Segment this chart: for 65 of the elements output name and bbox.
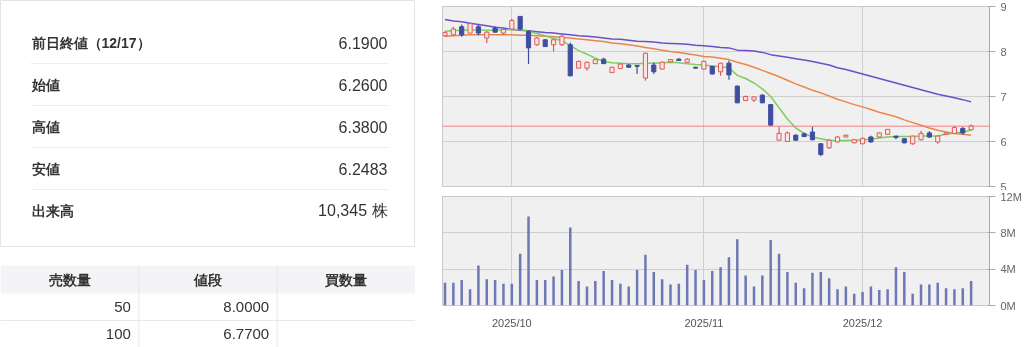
bar (694, 270, 697, 306)
text: 6.2483 (338, 160, 388, 178)
candlestick (634, 64, 640, 75)
x-tick-label: 2025/10 (491, 316, 532, 329)
bar (861, 291, 864, 306)
bar (786, 271, 789, 306)
text: 6.7700 (223, 325, 270, 342)
bar (527, 216, 530, 306)
bar (477, 265, 480, 306)
bar (953, 289, 956, 306)
text: 8.0000 (223, 298, 270, 315)
category-label: 売数量 (48, 272, 91, 288)
category-label: 値段 (193, 272, 223, 288)
bar (886, 289, 889, 306)
candlestick (726, 59, 732, 81)
category-label: 始値 (30, 76, 60, 93)
bar (928, 284, 931, 306)
y-tick-label: 4M (1000, 263, 1016, 276)
bar (577, 280, 580, 306)
bar (811, 272, 814, 306)
category-label: 買数量 (324, 272, 368, 288)
bar (878, 290, 881, 306)
bar (594, 280, 597, 306)
y-tick-label: 12M (1000, 190, 1022, 203)
bar (669, 284, 672, 306)
text: 50 (114, 298, 131, 315)
bar (761, 275, 764, 306)
bar (644, 254, 647, 306)
y-tick-label: 5 (1000, 180, 1007, 193)
bar (602, 270, 605, 306)
bar (769, 240, 772, 306)
category-label: 高値 (31, 118, 60, 135)
category-label: 出来高 (31, 202, 74, 219)
bar (903, 271, 906, 306)
y-tick-label: 6 (1000, 135, 1007, 148)
candlestick (525, 29, 532, 65)
bar (836, 289, 839, 306)
bar (627, 286, 630, 306)
y-tick-label: 8M (1000, 226, 1016, 239)
bar (460, 280, 463, 306)
bar (744, 275, 747, 306)
text: 100 (105, 325, 131, 342)
x-tick-label: 2025/12 (842, 316, 883, 329)
text: 6.3800 (338, 118, 388, 136)
bar (911, 293, 914, 306)
bar (936, 282, 939, 306)
candlestick (768, 103, 774, 127)
y-tick-label: 0M (1000, 299, 1016, 312)
bar (736, 239, 739, 306)
bar (719, 267, 722, 306)
text: 10,345 株 (318, 202, 388, 219)
y-tick-label: 8 (1000, 45, 1007, 58)
bar (452, 282, 455, 306)
bar (619, 283, 622, 306)
text: 6.1900 (338, 34, 388, 52)
bar (569, 227, 572, 306)
category-label: 安値 (31, 160, 60, 177)
text: 6.2600 (338, 76, 388, 94)
category-label: 前日終値（12/17） (30, 34, 151, 51)
y-tick-label: 7 (1000, 90, 1007, 103)
line-series (444, 18, 972, 103)
bar (502, 283, 505, 306)
bar (552, 276, 555, 306)
x-tick-label: 2025/11 (684, 316, 724, 329)
y-tick-label: 9 (1000, 0, 1007, 13)
